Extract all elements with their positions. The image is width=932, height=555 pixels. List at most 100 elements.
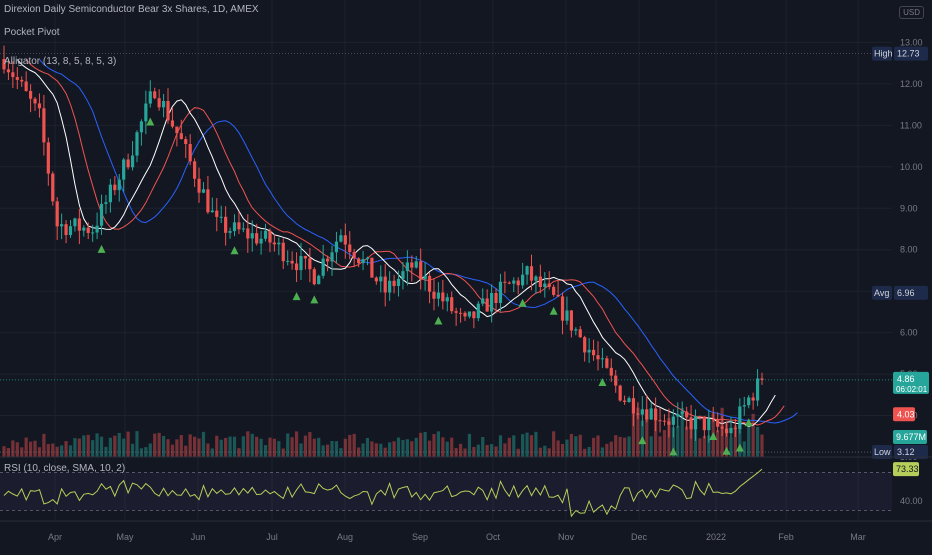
candle bbox=[126, 153, 130, 170]
candle-body bbox=[436, 292, 441, 299]
candle bbox=[219, 205, 223, 223]
candle bbox=[99, 194, 104, 235]
volume-bar bbox=[583, 448, 587, 457]
volume-bar bbox=[591, 437, 596, 457]
pocket-pivot-marker bbox=[97, 244, 106, 253]
volume-bar bbox=[667, 417, 671, 457]
candle bbox=[161, 93, 166, 118]
volume-bar bbox=[654, 411, 658, 457]
y-tick-label: 13.00 bbox=[900, 37, 923, 47]
candle-body bbox=[658, 420, 662, 422]
volume-bar bbox=[210, 448, 214, 457]
volume-bar bbox=[281, 448, 285, 457]
candle bbox=[560, 292, 565, 335]
volume-bar bbox=[388, 442, 392, 457]
candle bbox=[357, 257, 361, 268]
candle-body bbox=[423, 275, 427, 280]
volume-bar bbox=[68, 445, 73, 457]
volume-bar bbox=[472, 446, 476, 457]
candle bbox=[392, 274, 396, 294]
candle-body bbox=[321, 258, 325, 276]
volume-bar bbox=[117, 432, 121, 457]
volume-bar bbox=[361, 443, 365, 457]
volume-bar bbox=[574, 436, 578, 457]
pocket-pivot-label[interactable]: Pocket Pivot bbox=[4, 27, 60, 38]
volume-bar bbox=[547, 448, 551, 457]
level-tag-avg: Avg 6.96 bbox=[872, 285, 928, 300]
candle-body bbox=[68, 226, 73, 236]
volume-bar bbox=[490, 444, 494, 457]
candle-body bbox=[263, 230, 268, 239]
candle bbox=[33, 96, 37, 111]
candle bbox=[28, 84, 33, 113]
volume-tag-bg bbox=[893, 430, 927, 444]
candle bbox=[685, 406, 689, 430]
candle-body bbox=[308, 258, 312, 270]
lips-value-bg bbox=[893, 407, 915, 422]
volume-bar bbox=[392, 441, 396, 457]
candle-body bbox=[317, 275, 321, 285]
candle-body bbox=[352, 251, 356, 259]
candle-body bbox=[618, 385, 622, 401]
candle-body bbox=[166, 101, 170, 121]
x-axis: Apr May Jun Jul Aug Sep Oct Nov Dec 2022 Feb Mar bbox=[48, 532, 866, 542]
candle bbox=[325, 255, 330, 272]
candle bbox=[286, 250, 290, 266]
candle-body bbox=[277, 242, 281, 245]
candle-body bbox=[108, 184, 112, 203]
candle bbox=[166, 88, 170, 124]
candle-body bbox=[42, 108, 46, 143]
volume-bar bbox=[330, 440, 334, 457]
volume-bar bbox=[339, 448, 343, 457]
candle-body bbox=[516, 280, 520, 286]
candle bbox=[445, 293, 449, 312]
volume-bar bbox=[184, 445, 188, 457]
candle bbox=[498, 273, 503, 312]
volume-bar bbox=[130, 443, 135, 457]
pocket-pivot-marker bbox=[310, 295, 319, 304]
volume-bar bbox=[148, 443, 152, 457]
candle-body bbox=[414, 261, 418, 268]
candle-body bbox=[259, 238, 263, 244]
candle-body bbox=[671, 416, 675, 425]
rsi-tick-label: 40.00 bbox=[900, 496, 923, 506]
candle bbox=[277, 237, 281, 256]
candle bbox=[197, 167, 201, 203]
candle-body bbox=[33, 98, 37, 104]
volume-bar bbox=[126, 431, 130, 457]
volume-bar bbox=[600, 447, 605, 457]
candle bbox=[724, 421, 729, 437]
y-tick-label: 12.00 bbox=[900, 79, 923, 89]
candle bbox=[24, 71, 28, 92]
volume-bar bbox=[219, 439, 223, 457]
currency-button[interactable]: USD bbox=[899, 6, 924, 19]
alligator-label[interactable]: Alligator (13, 8, 5, 8, 5, 3) bbox=[4, 56, 117, 67]
volume-bar bbox=[108, 437, 112, 457]
candle-body bbox=[153, 91, 157, 99]
candle-body bbox=[543, 283, 547, 288]
candle-body bbox=[86, 227, 90, 233]
pocket-pivot-marker bbox=[744, 418, 753, 427]
candle-body bbox=[441, 292, 445, 302]
volume-bar bbox=[631, 409, 636, 457]
candle-body bbox=[232, 222, 237, 232]
candle bbox=[15, 67, 19, 90]
candle-body bbox=[680, 411, 684, 415]
volume-bar bbox=[60, 445, 64, 457]
candle-body bbox=[95, 225, 99, 233]
volume-bar bbox=[42, 433, 46, 457]
volume-bar bbox=[144, 447, 148, 457]
candle-body bbox=[161, 101, 166, 108]
volume-bar bbox=[458, 443, 463, 457]
x-tick-label: Oct bbox=[486, 532, 501, 542]
volume-bar bbox=[645, 417, 649, 457]
candle bbox=[396, 270, 401, 297]
candle-body bbox=[467, 311, 472, 317]
volume-bar bbox=[259, 438, 263, 457]
candle-body bbox=[64, 224, 68, 236]
candle-body bbox=[569, 310, 573, 331]
pocket-pivot-marker bbox=[292, 292, 301, 301]
rsi-label[interactable]: RSI (10, close, SMA, 10, 2) bbox=[4, 463, 126, 474]
volume-bars bbox=[2, 407, 764, 457]
